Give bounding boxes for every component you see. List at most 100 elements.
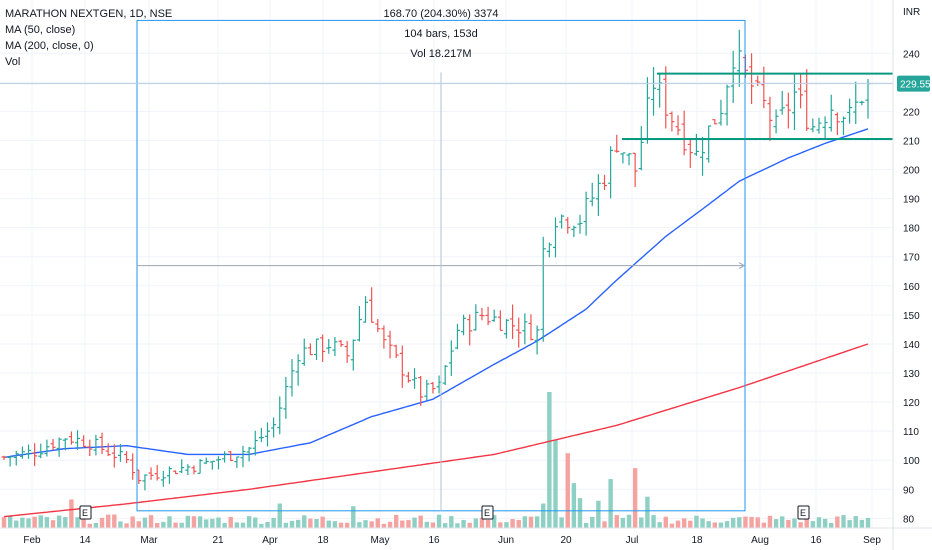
ohlc-bar (68, 431, 74, 445)
volume-bar (105, 514, 111, 528)
volume-bar (847, 520, 852, 528)
volume-bar (859, 519, 865, 528)
ohlc-bar (289, 359, 295, 397)
ohlc-bar (822, 116, 828, 139)
volume-bar (822, 518, 828, 528)
ohlc-bar (528, 314, 534, 341)
volume-bar (590, 516, 595, 528)
volume-legend[interactable]: Vol (5, 56, 21, 68)
ohlc-bar (602, 174, 608, 191)
volume-bar (786, 519, 791, 528)
volume-bar (418, 515, 423, 528)
ohlc-bar (87, 439, 93, 457)
ohlc-bar (271, 417, 277, 438)
volume-bar (620, 517, 626, 528)
ohlc-bar (791, 73, 797, 131)
horizontal-levels[interactable] (622, 72, 893, 141)
y-tick-label: 220 (903, 107, 920, 118)
volume-bar (185, 515, 191, 528)
y-tick-label: 150 (903, 311, 920, 322)
price-axis[interactable]: INR 80 90 100 110 120 130 140 150 160 170 180 190 200… (892, 0, 931, 550)
ohlc-bar (50, 439, 56, 450)
time-axis[interactable]: Feb 14 Mar 21 Apr 18 May 16 Jun 20 Jul 18 Aug 16 Sep (0, 527, 932, 546)
measure-arrowhead (738, 262, 745, 270)
x-tick-label: 18 (317, 535, 329, 546)
volume-bar (694, 515, 699, 528)
ohlc-bar (173, 470, 179, 475)
ohlc-bar (26, 444, 32, 459)
ohlc-bar (620, 152, 626, 164)
symbol-title[interactable]: MARATHON NEXTGEN, 1D, NSE (5, 8, 173, 20)
volume-bar (38, 515, 43, 528)
ohlc-bar (785, 92, 791, 129)
ohlc-bar (326, 338, 332, 354)
ohlc-bar (19, 446, 25, 459)
ohlc-bar (638, 126, 644, 171)
ohlc-bar (675, 115, 681, 136)
volume-bar (718, 522, 724, 528)
measure-tool[interactable]: 168.70 (204.30%) 3374 104 bars, 153d Vol 1… (0, 8, 893, 512)
volume-bar (436, 514, 442, 528)
volume-bar (755, 517, 760, 528)
earnings-marker: E (79, 505, 92, 520)
x-tick-label: Mar (140, 535, 158, 546)
volume-bars (1, 392, 871, 528)
volume-bar (804, 515, 809, 528)
volume-bar (657, 522, 662, 528)
y-tick-label: 90 (903, 485, 915, 496)
ohlc-bar (491, 309, 497, 322)
volume-bar (99, 517, 105, 528)
ohlc-bar (191, 465, 197, 475)
ohlc-bar (179, 459, 185, 474)
volume-bar (547, 392, 552, 528)
volume-bar (767, 515, 773, 528)
y-tick-label: 190 (903, 195, 920, 206)
volume-bar (516, 519, 521, 528)
volume-bar (240, 522, 246, 528)
ohlc-bar (583, 191, 589, 236)
volume-bar (222, 523, 227, 528)
measure-label: 168.70 (204.30%) 3374 (384, 8, 499, 20)
ohlc-bar (344, 341, 350, 363)
ohlc-bar (356, 305, 362, 342)
y-tick-label: 100 (903, 456, 920, 467)
volume-bar (841, 515, 846, 528)
ohlc-bar (412, 368, 418, 389)
volume-bar (614, 515, 619, 528)
volume-bar (14, 520, 19, 528)
ohlc-bar (62, 438, 68, 451)
ohlc-bar (473, 304, 479, 331)
volume-bar (559, 517, 564, 528)
volume-bar (571, 483, 577, 528)
volume-bar (853, 516, 858, 528)
ohlc-bar (614, 134, 620, 153)
ohlc-bar (166, 466, 172, 484)
ma50-legend[interactable]: MA (50, close) (5, 24, 76, 36)
volume-bar (136, 521, 142, 528)
ohlc-bar (644, 77, 650, 144)
ohlc-bar (663, 66, 669, 129)
ohlc-bar (142, 474, 148, 491)
volume-bar (669, 523, 675, 528)
x-tick-label: 21 (212, 535, 224, 546)
volume-bar (50, 520, 56, 528)
ohlc-bar (755, 75, 761, 87)
ohlc-bar (7, 456, 13, 467)
y-tick-label: 200 (903, 166, 920, 177)
ohlc-bar (595, 174, 601, 216)
ohlc-bar (589, 182, 595, 207)
volume-bar (81, 514, 86, 528)
volume-bar (449, 516, 454, 528)
ohlc-bar (510, 304, 516, 339)
y-tick-label: 110 (903, 427, 919, 438)
volume-bar (504, 522, 509, 528)
ohlc-bar (307, 343, 313, 356)
ma200-legend[interactable]: MA (200, close, 0) (5, 40, 94, 52)
ohlc-bar (816, 117, 822, 134)
ohlc-bar (724, 84, 730, 126)
volume-bar (424, 521, 430, 528)
y-tick-label: 210 (903, 136, 920, 147)
last-price-label: 229.55 (900, 80, 931, 91)
